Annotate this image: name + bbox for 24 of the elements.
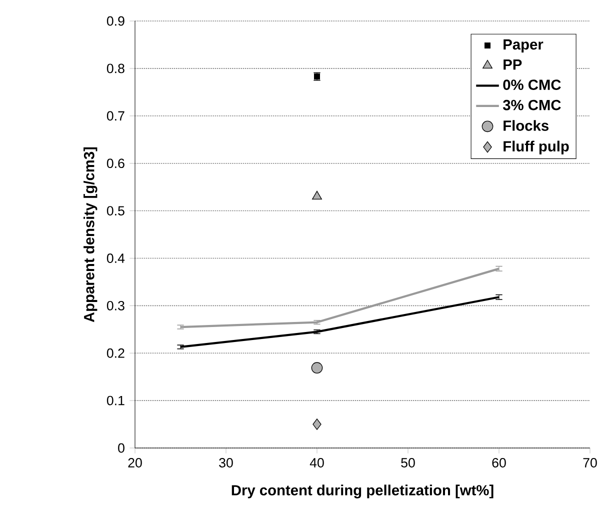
y-tick-label: 0.7 [106, 111, 124, 121]
x-tick-label: 30 [219, 458, 233, 468]
x-tick-label: 60 [492, 458, 506, 468]
legend-label: 3% CMC [502, 100, 561, 110]
y-tick-label: 0.8 [106, 64, 124, 74]
y-tick-label: 0.3 [106, 300, 124, 310]
x-tick-label: 70 [583, 458, 597, 468]
legend-label: PP [504, 60, 522, 70]
x-tick-label: 20 [128, 458, 142, 468]
legend-label: Fluff pulp [504, 140, 569, 154]
legend-label: 0% CMC [503, 80, 561, 90]
x-tick-label: 50 [401, 458, 415, 468]
legend-label: Flocks [504, 120, 548, 131]
y-tick-label: 0.9 [106, 16, 124, 26]
legend-label: Paper [504, 39, 544, 53]
y-tick-label: 0.5 [106, 206, 124, 216]
y-tick-label: 0.2 [106, 348, 124, 358]
y-tick-label: 0.6 [106, 158, 124, 168]
y-tick-label: 0 [118, 443, 124, 453]
x-axis-title: Dry content during pelletization [wt%] [232, 484, 494, 498]
x-tick-label: 40 [310, 458, 324, 468]
y-axis-title: Apparent density [g/cm3] [84, 147, 98, 322]
y-tick-label: 0.4 [106, 254, 125, 263]
y-tick-label: 0.1 [106, 396, 124, 406]
